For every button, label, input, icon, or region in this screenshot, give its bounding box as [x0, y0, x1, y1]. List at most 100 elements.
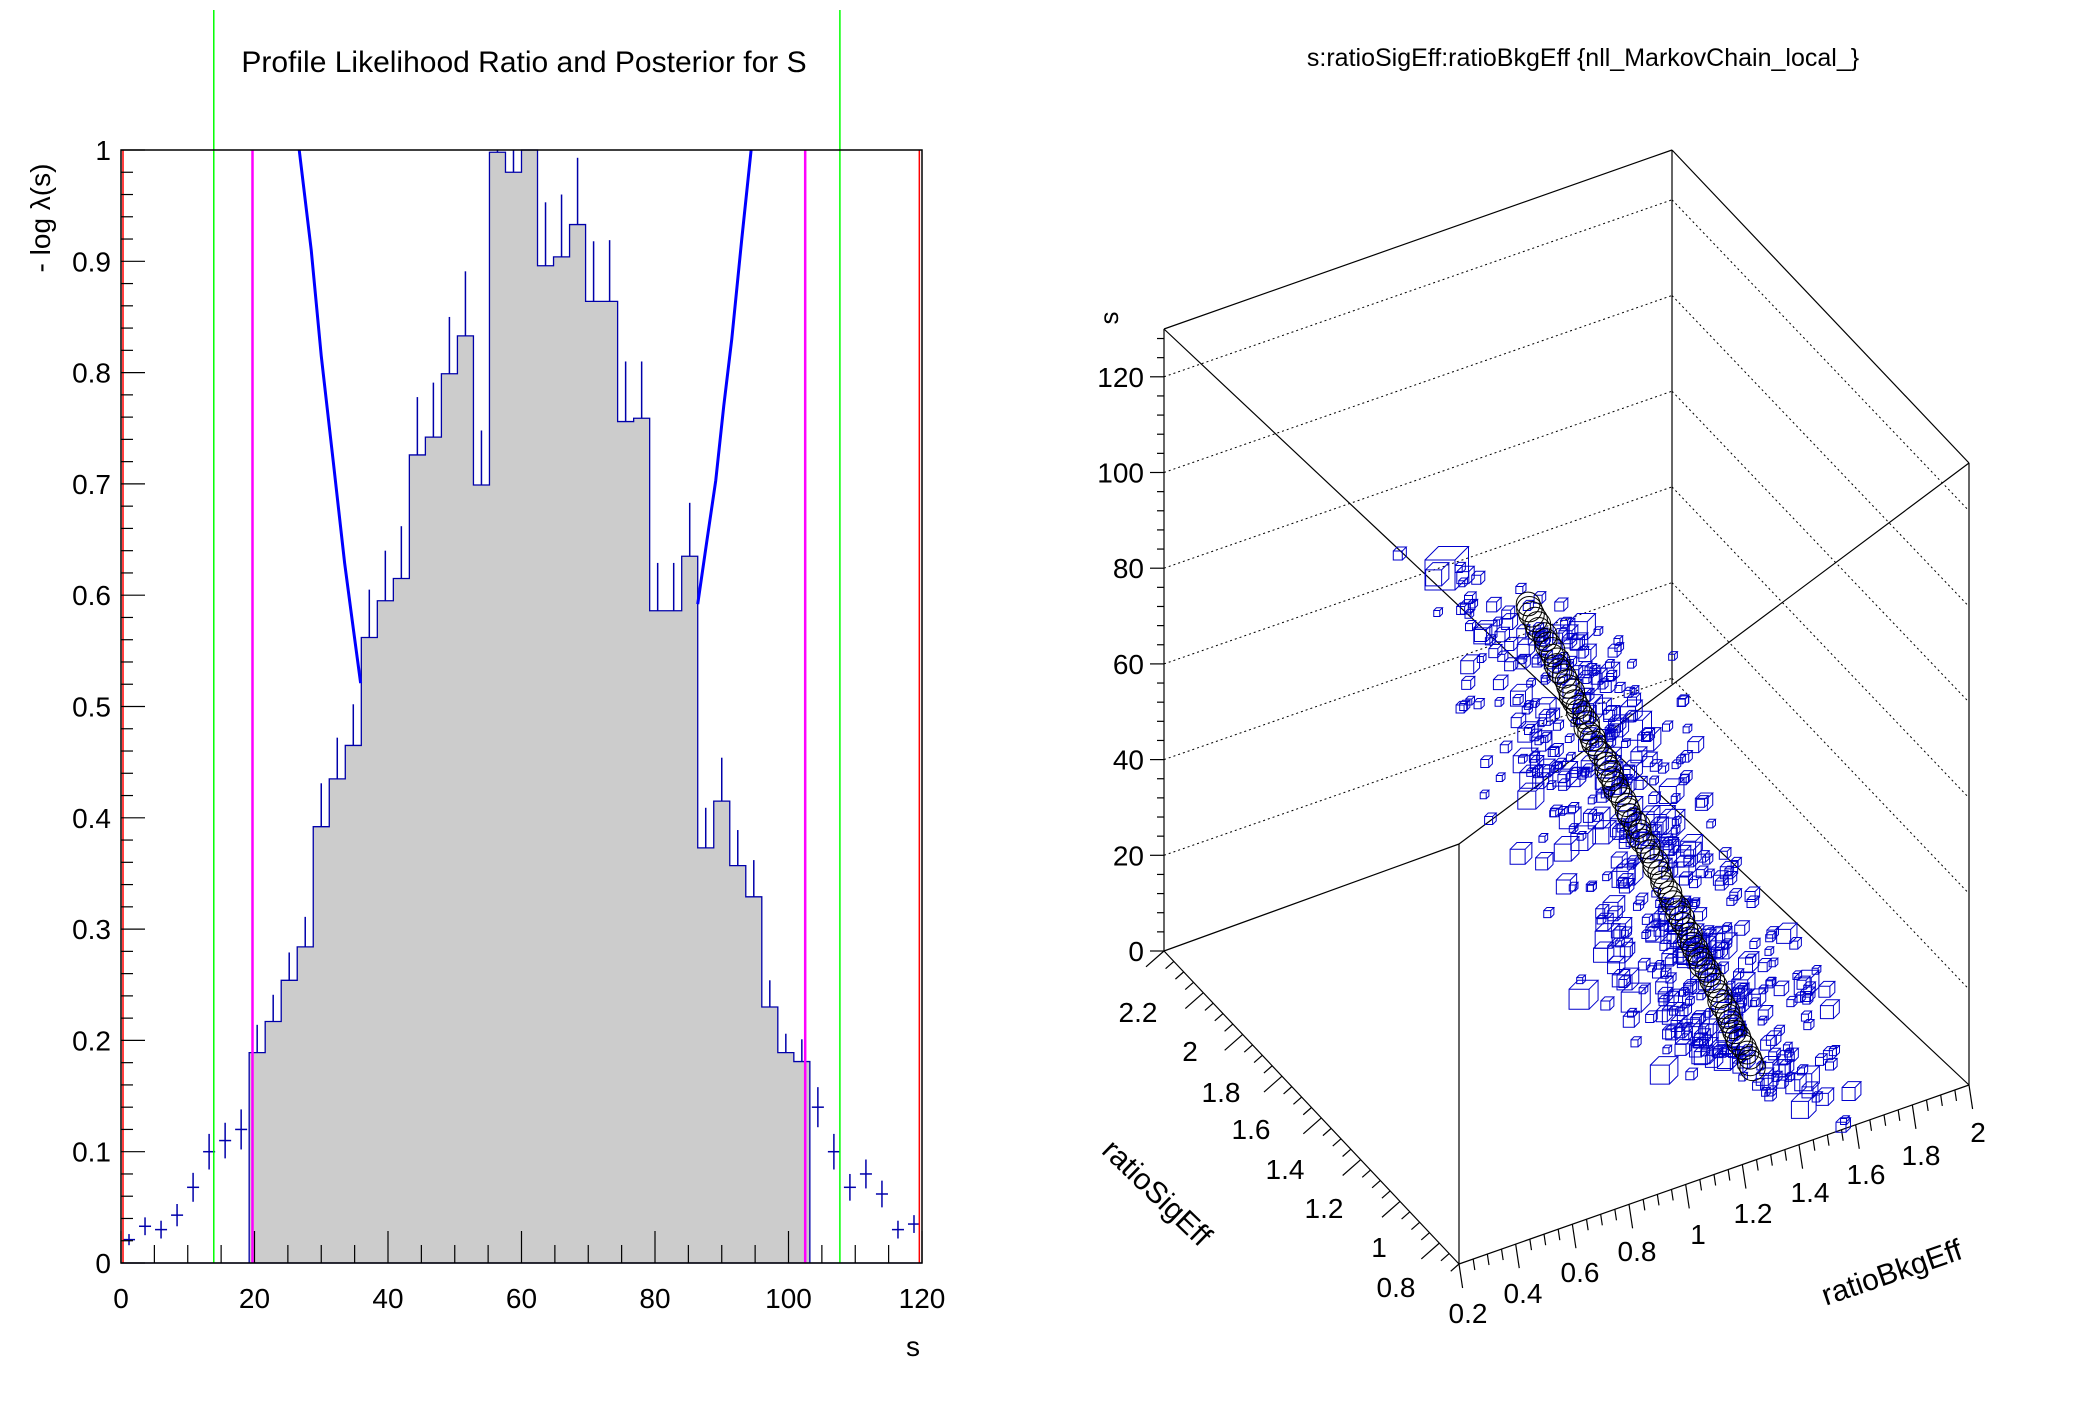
scatter-marker: [1621, 738, 1632, 749]
chain-point-circle: [1642, 854, 1669, 880]
x-tick-label: 80: [639, 1283, 670, 1314]
y-tick-label: 0.9: [72, 246, 111, 277]
x-tick: [1826, 1134, 1830, 1146]
chain-point-circle: [1636, 839, 1660, 864]
scatter-marker: [1642, 751, 1659, 768]
scatter-marker: [1619, 941, 1636, 958]
y-tick: [1165, 960, 1175, 970]
scatter-marker: [1656, 808, 1687, 838]
scatter-marker: [1560, 616, 1572, 628]
box-edge: [1671, 149, 1970, 464]
chain-point-circle: [1699, 967, 1726, 994]
scatter-marker: [1662, 1025, 1677, 1040]
chain-point-circle: [1642, 848, 1669, 876]
scatter-marker: [1704, 868, 1716, 879]
scatter-marker: [1782, 1041, 1794, 1052]
x-tick-label: 0.6: [1561, 1257, 1600, 1288]
scatter-marker: [1510, 712, 1527, 729]
scatter-marker: [1662, 1044, 1673, 1055]
y-tick: [1420, 1242, 1440, 1260]
scatter-marker: [1638, 984, 1650, 995]
x-tick: [1515, 1244, 1520, 1269]
chain-point-circle: [1658, 885, 1683, 910]
scatter-marker: [1494, 697, 1506, 707]
y-tick: [1184, 992, 1204, 1010]
scatter-marker: [1460, 654, 1481, 675]
scatter-marker: [1676, 938, 1708, 969]
z-axis-title: s: [1094, 312, 1124, 325]
x-tick: [1770, 1154, 1773, 1166]
x-tick-label: 60: [506, 1283, 537, 1314]
scatter-marker: [1555, 873, 1578, 895]
x-tick: [1855, 1124, 1860, 1149]
scatter-marker: [1533, 591, 1547, 604]
x-tick-label: 100: [765, 1283, 812, 1314]
x-tick: [1472, 1258, 1476, 1271]
scatter-marker: [1757, 1015, 1769, 1026]
chain-point-circle: [1600, 767, 1625, 792]
scatter-marker: [1456, 602, 1470, 615]
scatter-marker: [1479, 789, 1491, 800]
y-tick-label: 2.2: [1119, 997, 1158, 1028]
x-tick: [1585, 1219, 1589, 1231]
scatter-marker: [1577, 768, 1590, 780]
y-tick: [1184, 981, 1194, 991]
scatter-marker: [1456, 565, 1476, 585]
scatter-marker: [1659, 939, 1672, 951]
x-tick: [1784, 1149, 1788, 1161]
scatter-marker: [1749, 937, 1762, 949]
chain-point-circle: [1665, 900, 1692, 927]
x-tick: [1628, 1204, 1634, 1229]
scatter-marker: [1582, 674, 1593, 684]
scatter-marker: [1663, 990, 1680, 1007]
scatter-marker: [1613, 635, 1624, 645]
scatter-marker: [1602, 871, 1613, 882]
chain-point-circle: [1705, 978, 1729, 1003]
scatter-marker: [1568, 979, 1600, 1010]
scatter-marker: [1685, 996, 1696, 1006]
y-tick: [1342, 1159, 1362, 1176]
y-tick: [1263, 1065, 1273, 1074]
scatter-marker: [1819, 999, 1841, 1020]
chain-point-circle: [1614, 793, 1639, 818]
scatter-marker: [1641, 727, 1656, 743]
x-tick-label: 1: [1690, 1219, 1706, 1250]
chart-title: s:ratioSigEff:ratioBkgEff {nll_MarkovCha…: [1307, 44, 1859, 72]
y-tick-label: 0.8: [1377, 1272, 1416, 1303]
scatter-marker: [1645, 925, 1662, 942]
scatter-marker: [1673, 854, 1697, 878]
scatter-marker: [1576, 974, 1587, 985]
scatter-marker: [1558, 805, 1569, 816]
x-tick: [1940, 1094, 1943, 1107]
x-tick-label: 0: [113, 1283, 129, 1314]
grid-line: [1671, 390, 1970, 703]
posterior-histogram: [121, 149, 922, 1264]
chain-point-circle: [1518, 601, 1545, 628]
z-tick-label: 80: [1113, 553, 1144, 584]
x-axis-title: ratioBkgEff: [1817, 1233, 1967, 1312]
y-tick-label: 0.5: [72, 692, 111, 723]
y-tick: [1342, 1148, 1352, 1157]
chain-point-circle: [1653, 875, 1678, 900]
scatter-marker: [1610, 851, 1629, 869]
scatter-marker: [1558, 806, 1583, 830]
scatter-marker: [1691, 1037, 1720, 1065]
x-tick-label: 40: [372, 1283, 403, 1314]
chain-point-circle: [1676, 926, 1703, 952]
scatter-marker: [1473, 698, 1486, 710]
chain-point-circle: [1707, 988, 1733, 1014]
scatter-marker: [1676, 841, 1703, 868]
scatter-marker: [1724, 865, 1735, 876]
chain-point-circle: [1596, 760, 1624, 788]
y-tick-label: 1: [95, 135, 111, 166]
scatter-marker: [1792, 970, 1803, 981]
scatter-marker: [1802, 993, 1815, 1005]
scatter-marker: [1605, 725, 1621, 740]
scatter-marker: [1626, 859, 1638, 870]
chain-point-circle: [1533, 628, 1558, 653]
chain-point-circle: [1544, 653, 1570, 679]
scatter-marker: [1747, 988, 1767, 1007]
chain-point-circle: [1668, 905, 1696, 932]
scatter-marker: [1458, 577, 1469, 588]
scatter-marker: [1661, 948, 1680, 966]
